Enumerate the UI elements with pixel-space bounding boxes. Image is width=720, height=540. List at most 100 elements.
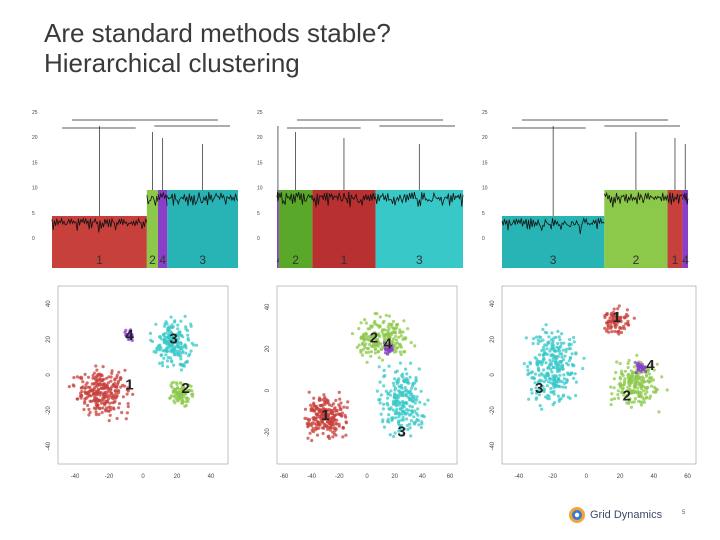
scatter-point (169, 315, 173, 319)
scatter-point (565, 361, 569, 365)
scatter-point (340, 414, 344, 418)
scatter-point (401, 418, 405, 422)
scatter-point (394, 402, 398, 406)
scatter-point (386, 417, 390, 421)
scatter-point (408, 404, 412, 408)
scatter-point (610, 330, 614, 334)
dendrogram-y-tick: 15 (257, 160, 263, 166)
scatter-point (189, 349, 193, 353)
scatter-point (94, 410, 98, 414)
scatter-point (115, 383, 119, 387)
scatter-point (312, 401, 316, 405)
scatter-point (373, 351, 377, 355)
scatter-point (568, 337, 572, 342)
scatter-cluster-label: 4 (646, 357, 655, 374)
scatter-point (555, 345, 559, 349)
scatter-point (665, 388, 669, 392)
scatter-point (560, 380, 564, 384)
scatter-point (373, 332, 377, 337)
scatter-point (317, 415, 322, 419)
scatter-x-tick: 60 (447, 474, 454, 480)
scatter-point (170, 348, 174, 352)
scatter-point (394, 334, 398, 338)
scatter-point (393, 393, 397, 397)
scatter-point (175, 392, 179, 396)
scatter-point (651, 390, 656, 394)
scatter-point (359, 321, 363, 325)
scatter-point (612, 307, 616, 311)
scatter-point (545, 347, 549, 351)
dendrogram-y-tick: 10 (257, 186, 263, 192)
scatter-point (389, 331, 393, 335)
scatter-point (552, 348, 557, 352)
dendrogram-leaves (157, 191, 168, 207)
scatter-point (526, 372, 530, 377)
scatter-point (533, 356, 537, 360)
scatter-point (323, 422, 327, 426)
scatter-point (404, 388, 409, 392)
scatter-plot-frame (57, 285, 229, 465)
scatter-point (537, 393, 542, 397)
scatter-point (549, 390, 553, 394)
scatter-point (381, 407, 385, 411)
scatter-point (172, 363, 176, 367)
scatter-point (612, 314, 616, 318)
scatter-point (322, 393, 326, 397)
scatter-point (574, 380, 578, 384)
scatter-point (646, 379, 651, 383)
scatter-point (562, 358, 566, 362)
scatter-point (631, 389, 635, 394)
scatter-point (526, 364, 530, 369)
scatter-x-tick: 60 (684, 474, 691, 480)
dendrogram-y-tick: 5 (32, 211, 35, 217)
scatter-point (550, 331, 554, 335)
scatter-point (332, 414, 337, 418)
scatter-point (529, 371, 533, 375)
scatter-point (391, 408, 395, 412)
scatter-point (100, 398, 104, 402)
scatter-point (159, 337, 163, 341)
scatter-point (639, 378, 643, 382)
scatter-point (336, 412, 340, 416)
scatter-point (556, 394, 560, 398)
scatter-point (403, 350, 407, 354)
scatter-point (641, 396, 645, 400)
scatter-point (635, 374, 639, 378)
scatter-point (553, 355, 557, 359)
scatter-point (617, 332, 621, 336)
dendrogram-y-tick: 20 (257, 135, 263, 141)
scatter-point (581, 366, 585, 371)
scatter-point (102, 382, 106, 386)
scatter-point (572, 340, 576, 344)
scatter-point (573, 372, 577, 376)
scatter-point (393, 388, 397, 392)
scatter-point (606, 324, 610, 328)
scatter-point (389, 389, 393, 393)
scatter-point (171, 338, 176, 342)
scatter-point (549, 347, 553, 351)
scatter-x-tick: 20 (174, 474, 181, 480)
scatter-point (533, 372, 537, 376)
scatter-point (111, 406, 115, 410)
scatter-point (148, 331, 153, 335)
scatter-point (379, 347, 383, 351)
scatter-point (628, 397, 632, 401)
scatter-point (173, 401, 177, 405)
scatter-point (372, 321, 376, 325)
scatter-x-tick: 0 (141, 474, 145, 480)
scatter-point (184, 403, 188, 408)
scatter-point (558, 366, 562, 371)
scatter-y-tick: -20 (46, 406, 52, 415)
scatter-point (179, 368, 184, 372)
dendrogram-y-tick: 10 (482, 186, 488, 192)
scatter-y-tick: 40 (490, 300, 496, 307)
scatter-point (380, 330, 384, 334)
scatter-point (610, 398, 614, 402)
scatter-point (620, 372, 624, 376)
scatter-point (387, 314, 391, 318)
scatter-point (391, 381, 395, 385)
scatter-point (385, 396, 390, 400)
logo-text: Grid Dynamics (590, 509, 663, 521)
scatter-point (80, 386, 84, 390)
scatter-point (331, 402, 336, 406)
